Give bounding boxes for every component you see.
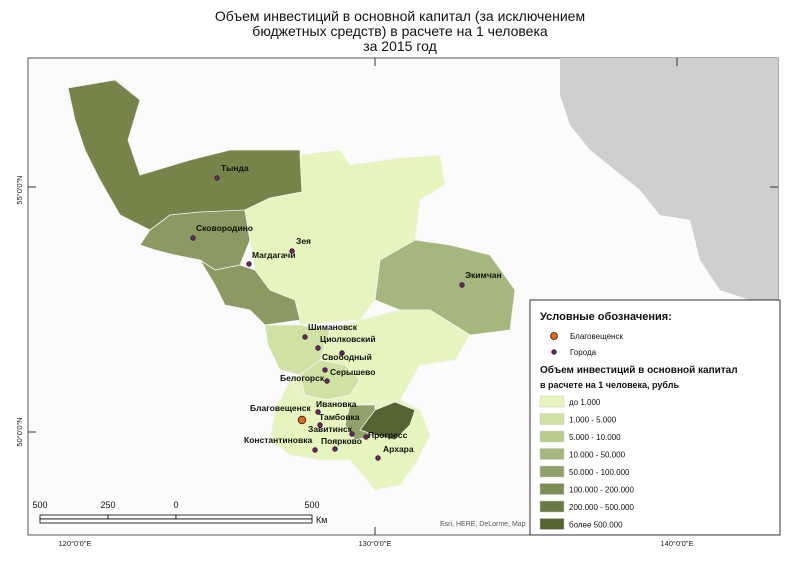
city-marker [322, 367, 328, 373]
city-label: Ивановка [316, 399, 357, 409]
city-marker [289, 248, 295, 254]
legend-class: 10.000 - 50.000 [569, 451, 626, 460]
city-marker [332, 446, 338, 452]
city-label: Благовещенск [250, 403, 311, 413]
scale-segment [39, 514, 109, 520]
city-label: Константиновка [244, 435, 312, 445]
scale-bar: 500 250 0 500 Км [32, 500, 327, 525]
latitude-label: 50°0'0"N [15, 417, 24, 446]
legend-class: 1.000 - 5.000 [569, 416, 617, 425]
legend-class: 100.000 - 200.000 [569, 486, 634, 495]
legend: Условные обозначения: Благовещенск Города О… [529, 299, 781, 536]
city-marker [214, 175, 220, 181]
city-label: Архара [383, 444, 414, 454]
capital-marker [297, 415, 307, 425]
legend-subtitle: Объем инвестиций в основной капитал [540, 364, 738, 376]
legend-swatch [539, 395, 565, 408]
city-marker [375, 455, 381, 461]
legend-swatch [539, 430, 565, 443]
city-label: Экимчан [465, 270, 502, 280]
legend-capital-marker [550, 332, 558, 340]
attribution: Esri, HERE, DeLorme, Map [440, 521, 526, 528]
city-marker [339, 350, 345, 356]
legend-class: 200.000 - 500.000 [569, 503, 634, 512]
legend-capital: Благовещенск [570, 332, 623, 341]
city-label: Циолковский [320, 334, 376, 344]
scale-unit: Км [316, 515, 327, 525]
city-marker [459, 282, 465, 288]
legend-swatch [539, 483, 565, 495]
city-label: Зея [296, 236, 311, 246]
city-marker [302, 334, 308, 340]
legend-swatch [539, 500, 565, 513]
city-marker [349, 431, 355, 437]
scale-segment [175, 514, 313, 520]
regions [67, 79, 516, 491]
city-label: Шимановск [308, 322, 358, 332]
longitude-label: 140°0'0"E [661, 539, 694, 548]
scale-segment [39, 518, 313, 524]
city-label: Серышево [330, 367, 375, 377]
scale-label: 500 [32, 500, 47, 510]
region [359, 401, 416, 441]
city-marker [312, 447, 318, 453]
title: Объем инвестиций в основной капитал (за … [215, 8, 585, 54]
city-marker [324, 378, 330, 384]
legend-city-marker [551, 349, 557, 355]
city-label: Тында [221, 163, 249, 173]
longitude-label: 120°0'0"E [59, 539, 92, 548]
city-marker [317, 422, 323, 428]
scale-label: 250 [100, 500, 115, 510]
legend-swatch [539, 518, 565, 530]
coordinates: 55°0'0"N 50°0'0"N 120°0'0"E 130°0'0"E 140°0'… [15, 175, 693, 548]
title-line: бюджетных средств) в расчете на 1 челове… [252, 23, 548, 39]
legend-class: до 1.000 [569, 398, 601, 407]
neighbor-land [560, 58, 778, 330]
longitude-label: 130°0'0"E [359, 539, 392, 548]
legend-class: 50.000 - 100.000 [569, 468, 630, 477]
city-marker [315, 345, 321, 351]
city-label: Поярково [321, 436, 362, 446]
legend-title: Условные обозначения: [540, 311, 672, 323]
city-marker [190, 235, 196, 241]
title-line: за 2015 год [363, 38, 437, 54]
city-marker [246, 261, 252, 267]
region [199, 259, 301, 326]
legend-swatch [539, 413, 565, 425]
city-label: Свободный [322, 352, 372, 362]
city-label: Сковородино [196, 223, 253, 233]
region [299, 359, 361, 401]
city-label: Завитинск [308, 424, 353, 434]
legend-swatch [539, 448, 565, 460]
legend-cities: Города [570, 348, 597, 357]
city-label: Магдагачи [252, 250, 295, 260]
city-marker [363, 434, 369, 440]
city-label: Тамбовка [319, 412, 360, 422]
title-line: Объем инвестиций в основной капитал (за … [215, 8, 585, 24]
legend-swatch [539, 465, 565, 478]
city-marker [315, 409, 321, 415]
latitude-label: 55°0'0"N [15, 175, 24, 204]
city-label: Белогорск [280, 373, 325, 383]
scale-label: 500 [304, 500, 319, 510]
city-label: Прогресс [368, 430, 408, 440]
scale-label: 0 [173, 500, 178, 510]
legend-class: более 500.000 [569, 521, 623, 530]
legend-box [529, 299, 781, 536]
legend-class: 5.000 - 10.000 [569, 433, 621, 442]
legend-subtitle: в расчете на 1 человека, рубль [540, 380, 679, 390]
scale-segment [107, 514, 177, 520]
